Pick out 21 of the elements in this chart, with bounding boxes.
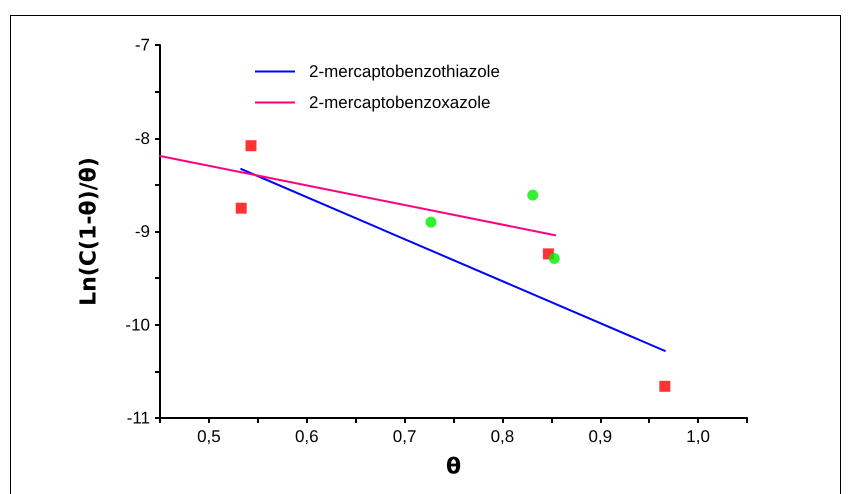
y-tick-label: -10 [125,315,150,334]
x-axis-title: θ [446,454,462,480]
y-tick-label: -9 [134,222,150,241]
point [548,253,560,264]
point [245,140,256,152]
x-tick-label: 0,9 [588,427,612,446]
point [236,202,247,214]
y-tick-label: -8 [134,128,150,148]
x-tick-label: 0,5 [197,427,221,446]
y-tick-label: -11 [126,408,150,428]
point [426,216,436,228]
legend-label: 2-mercaptobenzoxazole [309,93,490,112]
x-tick-label: 0,8 [490,427,514,446]
x-tick-label: 0,7 [392,427,416,446]
x-tick-label: 0,6 [294,427,319,446]
y-tick-label: -7 [134,36,150,54]
y-axis-title: Ln(C(1-θ)/θ) [76,157,102,306]
x-tick-label: 1,0 [686,427,710,446]
legend-label: 2-mercaptobenzothiazole [309,62,500,81]
point [527,190,538,201]
point [659,380,670,392]
